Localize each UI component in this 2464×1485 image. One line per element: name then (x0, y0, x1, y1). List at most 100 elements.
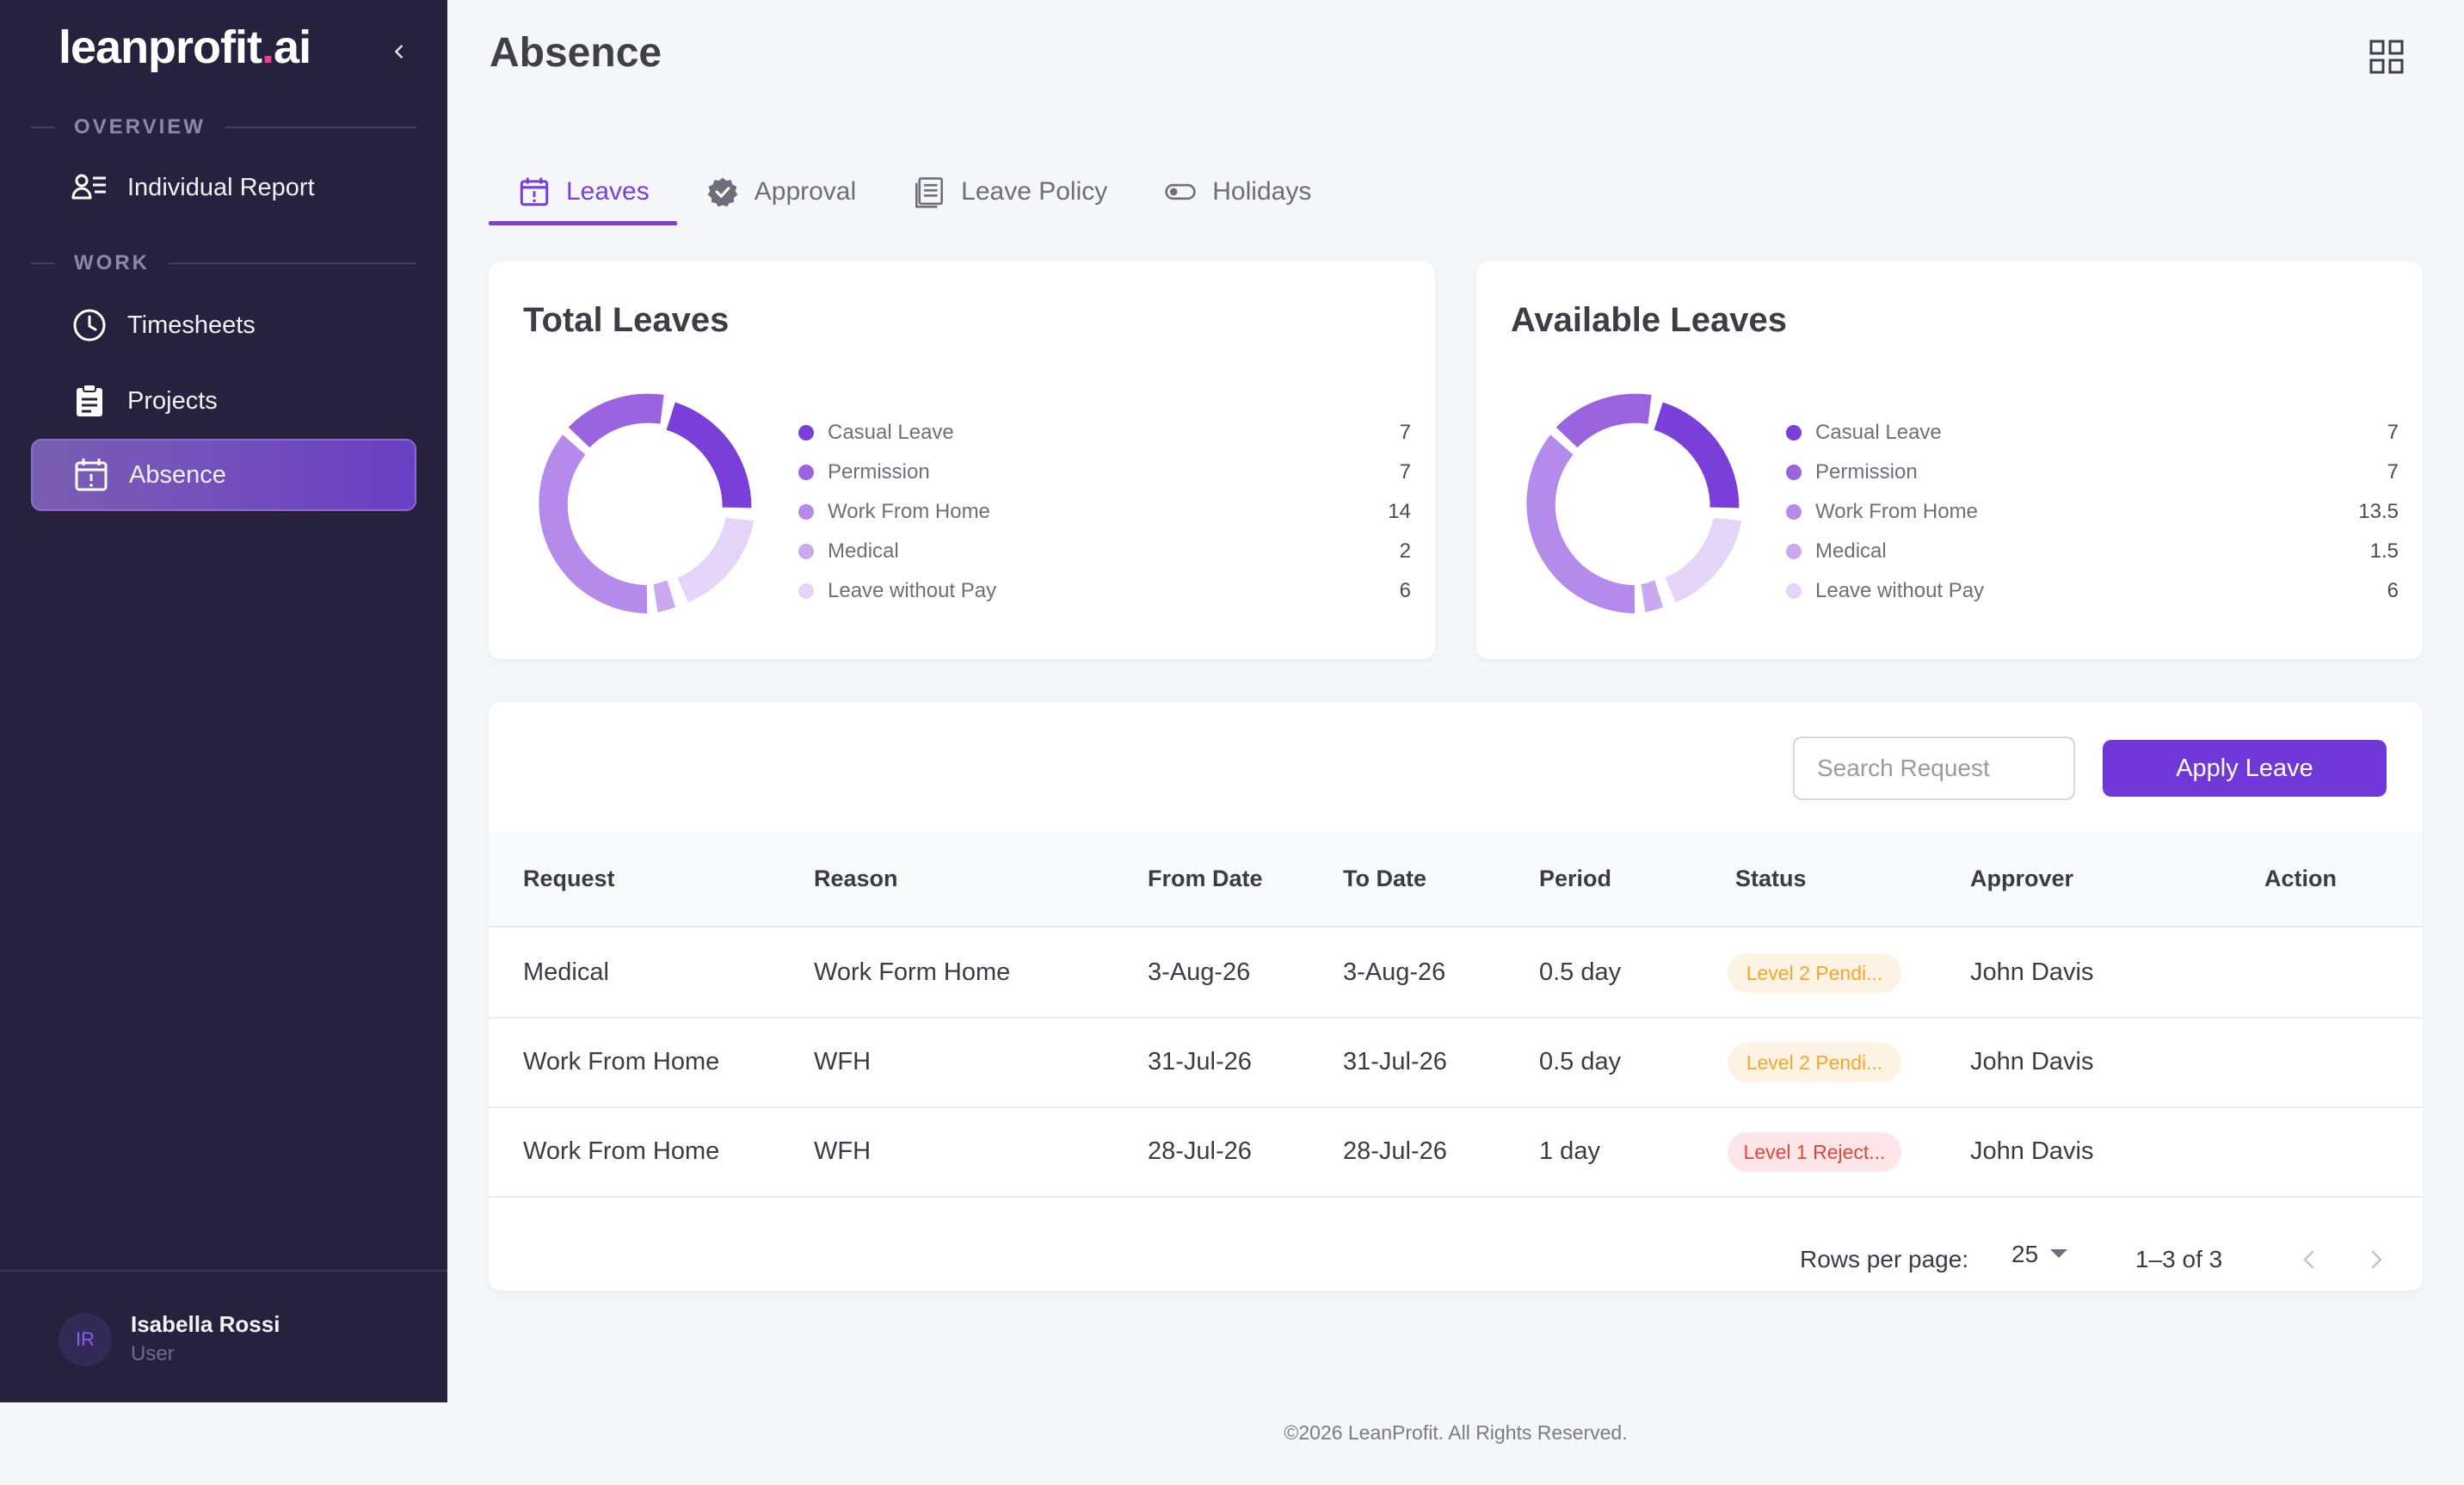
table-row[interactable]: Work From Home WFH 28-Jul-26 28-Jul-26 1… (489, 1108, 2423, 1198)
search-request-input[interactable] (1793, 736, 2075, 800)
column-header-from-date[interactable]: From Date (1148, 866, 1263, 891)
cell-period: 0.5 day (1539, 958, 1622, 986)
legend-dot (798, 504, 814, 520)
table-row[interactable]: Medical Work Form Home 3-Aug-26 3-Aug-26… (489, 929, 2423, 1019)
total-leaves-card: Total Leaves Casual Leave 7 Permission 7 W… (489, 262, 1435, 659)
document-list-icon (915, 177, 944, 208)
donut-segment-medical (653, 580, 676, 613)
apply-leave-button[interactable]: Apply Leave (2103, 740, 2387, 797)
donut-segment-medical (1641, 580, 1664, 613)
legend-item: Medical 2 (798, 532, 1411, 571)
total-leaves-legend: Casual Leave 7 Permission 7 Work From Home… (798, 413, 1411, 611)
donut-segment-casual-leave (666, 402, 752, 508)
legend-value: 7 (1399, 460, 1411, 484)
calendar-alert-icon (520, 177, 549, 206)
logo-suffix: ai (274, 22, 311, 73)
next-page-button[interactable] (2357, 1241, 2395, 1279)
column-header-reason[interactable]: Reason (814, 866, 898, 891)
tab-holidays[interactable]: Holidays (1135, 158, 1339, 225)
pagination-range: 1–3 of 3 (2135, 1246, 2223, 1272)
legend-label: Casual Leave (1815, 421, 1942, 444)
column-header-to-date[interactable]: To Date (1343, 866, 1427, 891)
card-title: Available Leaves (1511, 301, 1787, 339)
legend-label: Work From Home (828, 500, 990, 523)
cell-request: Work From Home (523, 1137, 720, 1165)
column-header-request[interactable]: Request (523, 866, 615, 891)
table-row[interactable]: Work From Home WFH 31-Jul-26 31-Jul-26 0… (489, 1019, 2423, 1108)
chevron-left-icon (2303, 1250, 2314, 1269)
section-label-overview: OVERVIEW (31, 115, 416, 139)
legend-dot (798, 465, 814, 480)
legend-item: Work From Home 14 (798, 492, 1411, 532)
cell-period: 1 day (1539, 1137, 1600, 1165)
verified-badge-icon (707, 177, 738, 207)
collapse-sidebar-button[interactable] (382, 34, 416, 69)
donut-segment-leave-without-pay (1665, 517, 1742, 603)
app-logo[interactable]: leanprofit.ai (59, 21, 311, 74)
rows-per-page-select[interactable]: 25 (2011, 1241, 2068, 1268)
legend-value: 6 (2387, 579, 2399, 602)
rows-per-page-label: Rows per page: (1800, 1246, 1969, 1272)
sidebar-item-timesheets[interactable]: Timesheets (31, 289, 416, 361)
tab-approval[interactable]: Approval (677, 158, 884, 225)
cell-to-date: 3-Aug-26 (1343, 958, 1446, 986)
legend-dot (1786, 465, 1802, 480)
cell-to-date: 31-Jul-26 (1343, 1048, 1447, 1075)
legend-label: Leave without Pay (1815, 579, 1985, 602)
legend-dot (798, 583, 814, 599)
legend-value: 1.5 (2369, 539, 2399, 563)
cell-from-date: 28-Jul-26 (1148, 1137, 1252, 1165)
legend-item: Leave without Pay 6 (1786, 571, 2399, 611)
avatar: IR (59, 1313, 112, 1366)
cell-request: Work From Home (523, 1048, 720, 1075)
legend-label: Medical (1815, 539, 1887, 563)
user-role: User (131, 1342, 175, 1365)
legend-label: Medical (828, 539, 899, 563)
sidebar-item-absence[interactable]: Absence (31, 439, 416, 511)
column-header-period[interactable]: Period (1539, 866, 1612, 891)
tab-bar: Leaves Approval Leave Policy Holidays (489, 158, 1339, 225)
tab-label: Holidays (1212, 177, 1312, 206)
column-header-approver[interactable]: Approver (1970, 866, 2074, 891)
column-header-status[interactable]: Status (1735, 866, 1807, 891)
cell-to-date: 28-Jul-26 (1343, 1137, 1447, 1165)
status-badge: Level 2 Pendi... (1728, 953, 1901, 993)
section-label-text: OVERVIEW (74, 115, 206, 139)
donut-segment-permission (1555, 393, 1652, 448)
section-label-text: WORK (74, 251, 150, 274)
cell-from-date: 3-Aug-26 (1148, 958, 1251, 986)
legend-dot (1786, 583, 1802, 599)
legend-item: Leave without Pay 6 (798, 571, 1411, 611)
footer-copyright: ©2026 LeanProfit. All Rights Reserved. (1284, 1421, 1628, 1444)
cell-reason: WFH (814, 1048, 872, 1075)
sidebar-item-individual-report[interactable]: Individual Report (31, 151, 416, 224)
legend-dot (1786, 425, 1802, 441)
sidebar: leanprofit.ai OVERVIEW Individual Report… (0, 0, 447, 1402)
legend-label: Casual Leave (828, 421, 954, 444)
logo-text: leanprofit (59, 22, 262, 73)
sidebar-item-label: Absence (129, 460, 226, 489)
tab-leave-policy[interactable]: Leave Policy (884, 158, 1135, 225)
sidebar-item-projects[interactable]: Projects (31, 365, 416, 437)
divider (31, 126, 55, 128)
previous-page-button[interactable] (2290, 1241, 2328, 1279)
available-leaves-legend: Casual Leave 7 Permission 7 Work From Home… (1786, 413, 2399, 611)
legend-label: Permission (828, 460, 930, 484)
cell-approver: John Davis (1970, 1048, 2094, 1075)
table-header: Request Reason From Date To Date Period … (489, 833, 2423, 927)
legend-item: Casual Leave 7 (798, 413, 1411, 453)
legend-value: 7 (2387, 460, 2399, 484)
leave-requests-card: Apply Leave Request Reason From Date To … (489, 702, 2423, 1291)
user-profile[interactable]: IR Isabella Rossi User (0, 1270, 447, 1402)
toggle-icon (1165, 183, 1196, 200)
cell-reason: WFH (814, 1137, 872, 1165)
legend-label: Leave without Pay (828, 579, 997, 602)
chevron-right-icon (2371, 1250, 2382, 1269)
tab-leaves[interactable]: Leaves (489, 158, 677, 225)
donut-segment-casual-leave (1654, 402, 1740, 508)
chevron-left-icon (395, 45, 403, 59)
grid-view-icon[interactable] (2368, 38, 2405, 76)
person-list-icon (71, 174, 106, 200)
legend-dot (1786, 504, 1802, 520)
donut-segment-work-from-home (539, 434, 648, 613)
